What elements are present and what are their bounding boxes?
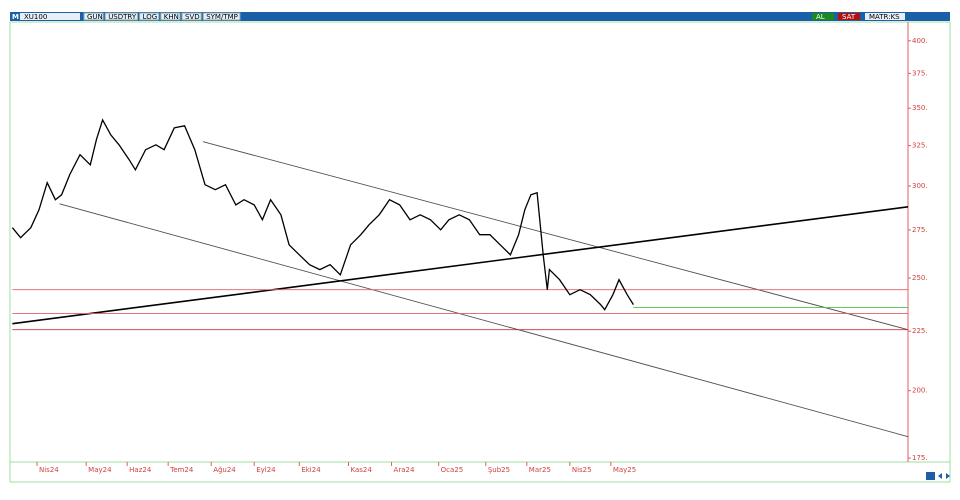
toolbar-button[interactable]	[160, 12, 181, 21]
y-tick-label: 400.	[912, 37, 928, 45]
y-tick-label: 275.	[912, 226, 928, 234]
toolbar-bar	[10, 12, 950, 21]
y-tick-label: 250.	[912, 274, 928, 282]
x-tick-label: Eki24	[301, 466, 321, 474]
x-tick-label: Şub25	[488, 466, 510, 474]
x-tick-label: Nis25	[572, 466, 592, 474]
toolbar-button[interactable]	[202, 12, 241, 21]
x-tick-label: Mar25	[529, 466, 551, 474]
x-tick-label: Nis24	[39, 466, 59, 474]
trade-button-label: SAT	[842, 13, 856, 21]
x-tick-label: May24	[88, 466, 112, 474]
x-tick-label: Eyl24	[256, 466, 276, 474]
x-tick-label: Kas24	[351, 466, 373, 474]
zoom-icon[interactable]	[926, 472, 935, 480]
x-tick-label: May25	[613, 466, 636, 474]
price-line	[11, 118, 634, 311]
toolbar-button-label: KHN	[164, 13, 179, 21]
x-tick-label: Haz24	[129, 466, 152, 474]
trade-button[interactable]	[838, 13, 860, 20]
y-tick-label: 375.	[912, 69, 928, 77]
y-tick-label: 225.	[912, 327, 928, 335]
trade-button[interactable]	[865, 13, 905, 20]
y-tick-label: 325.	[912, 142, 928, 150]
trade-button-label: AL	[816, 13, 825, 21]
x-tick-label: Tem24	[169, 466, 194, 474]
toolbar-button-label: SYM/TMP	[206, 13, 238, 21]
ticker-box	[20, 13, 80, 20]
y-tick-label: 300.	[912, 182, 928, 190]
toolbar-button-label: SVD	[185, 13, 200, 21]
toolbar-button-label: USDTRY	[108, 13, 137, 21]
y-tick-label: 350.	[912, 104, 928, 112]
x-tick-label: Oca25	[441, 466, 464, 474]
x-tick-label: Ara24	[394, 466, 415, 474]
toolbar-button[interactable]	[139, 12, 160, 21]
symbol: M	[12, 13, 19, 21]
x-axis-panel	[9, 461, 951, 483]
toolbar-button[interactable]	[83, 12, 104, 21]
toolbar-button[interactable]	[104, 12, 139, 21]
trend-line	[202, 141, 909, 331]
scroll-arrows[interactable]	[938, 473, 950, 479]
toolbar-button[interactable]	[181, 12, 202, 21]
y-tick-label: 200.	[912, 387, 928, 395]
y-tick-label: 175.	[912, 454, 928, 462]
trade-button-label: MATR:KS	[869, 13, 900, 21]
trend-line	[59, 203, 909, 438]
toolbar-button-label: GUN	[87, 13, 103, 21]
toolbar-button-label: LOG	[143, 13, 158, 21]
trend-line	[12, 206, 909, 325]
x-tick-label: Ağu24	[213, 466, 236, 474]
plot-frame	[9, 21, 951, 463]
ticker: XU100	[24, 13, 47, 21]
trade-button[interactable]	[812, 13, 834, 20]
